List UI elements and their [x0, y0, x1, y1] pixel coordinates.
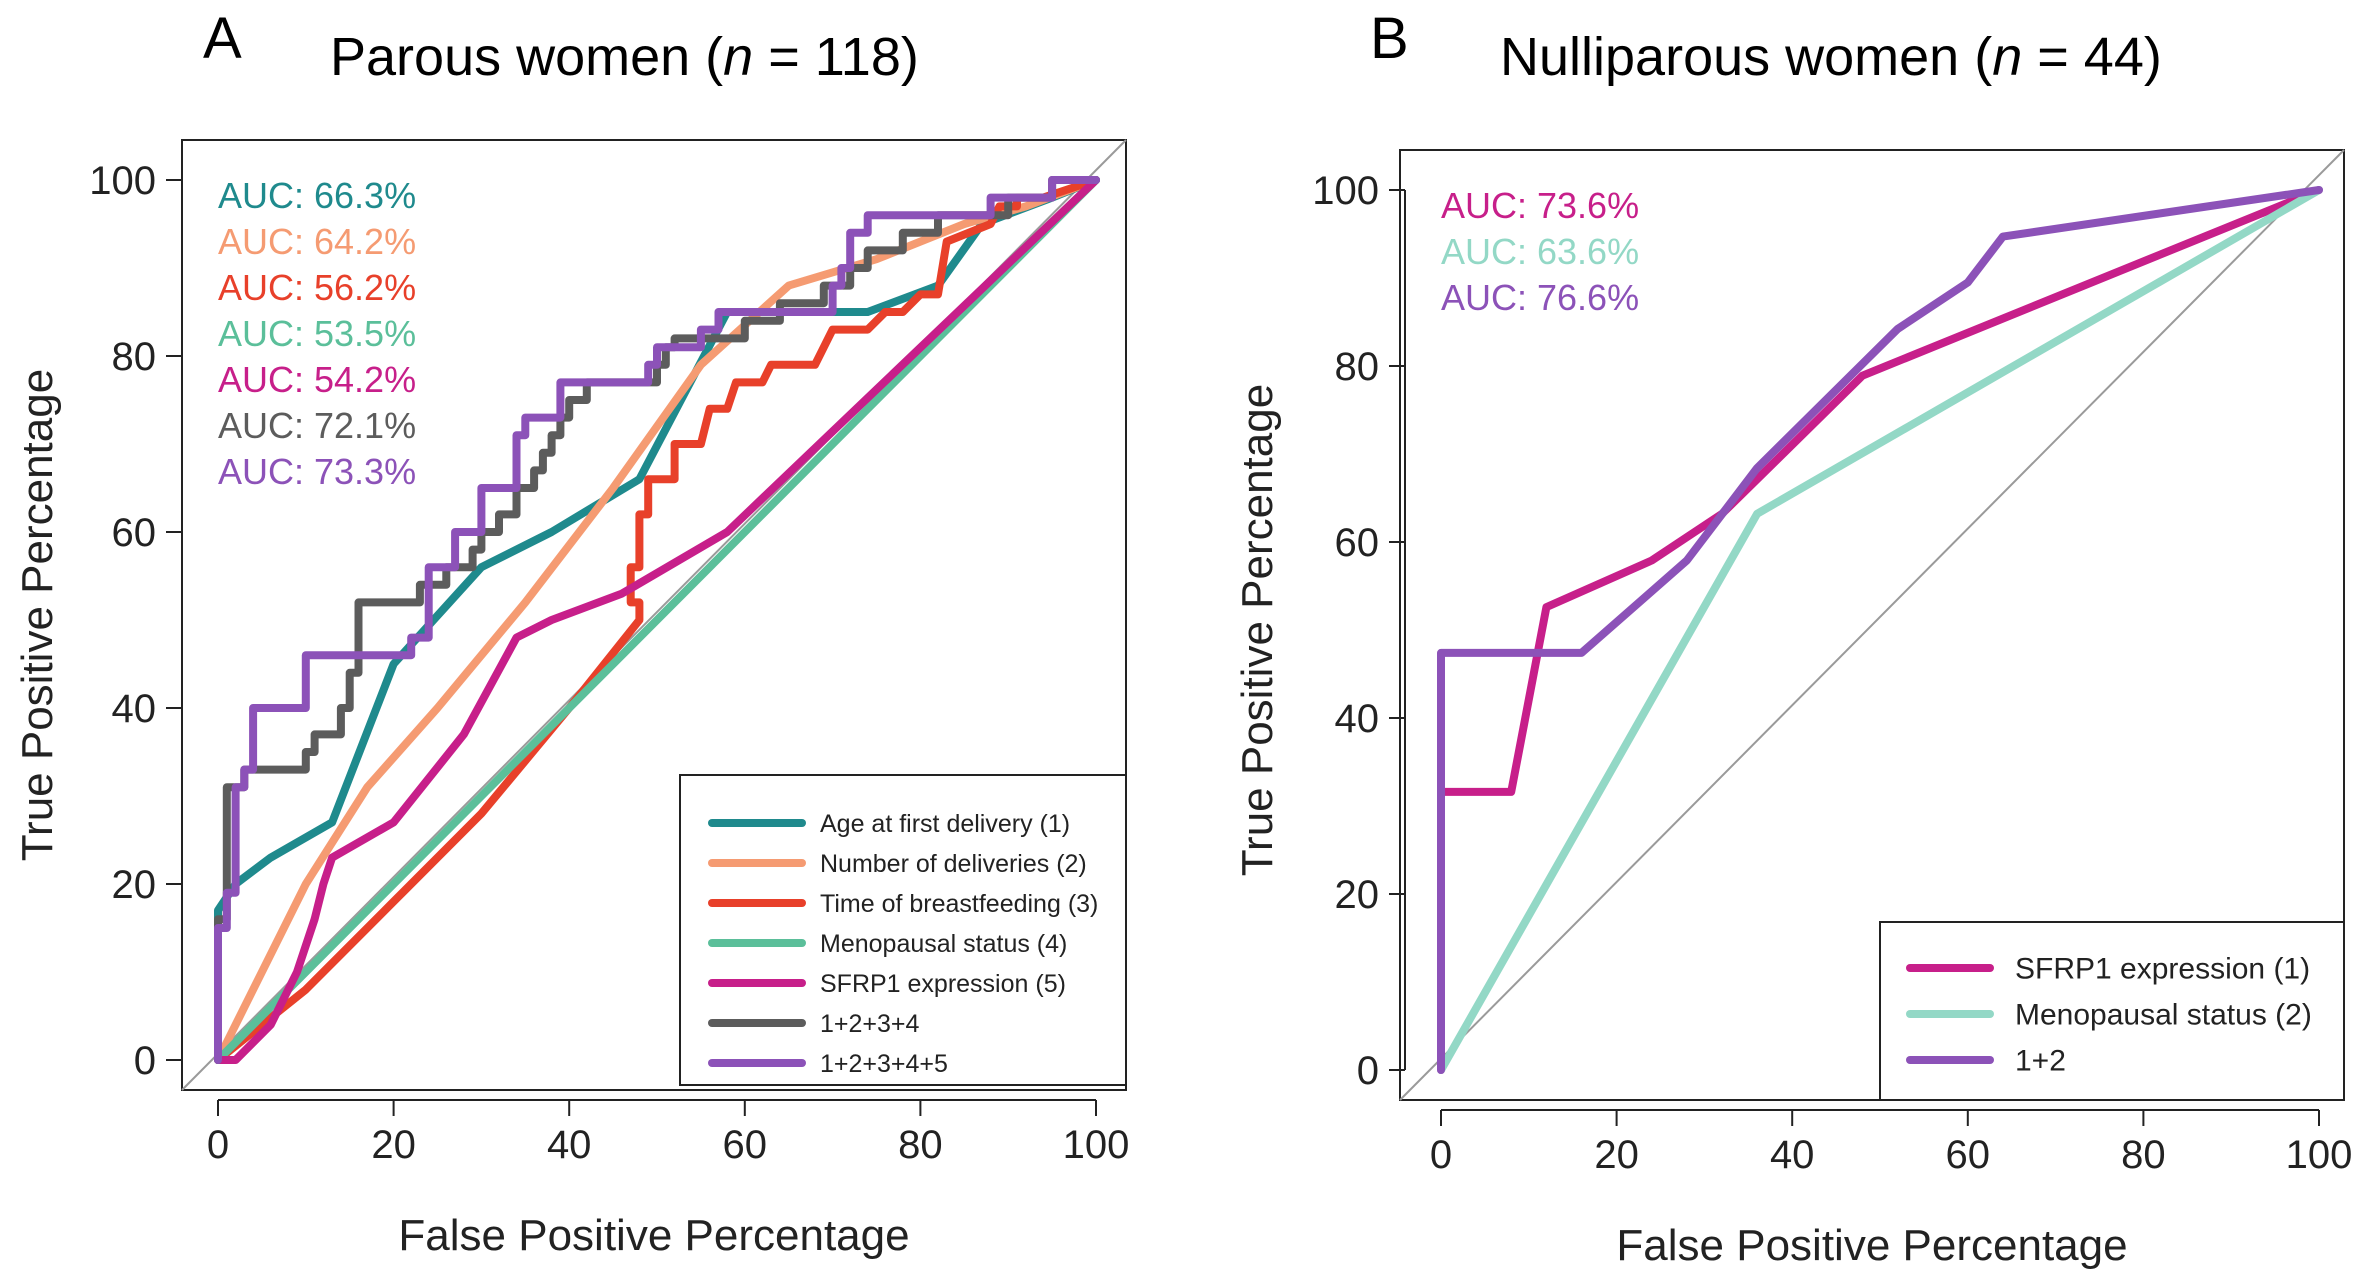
panel-b-legend: SFRP1 expression (1) Menopausal status (2…	[1906, 953, 2312, 1078]
y-tick-label: 100	[89, 159, 156, 203]
legend-label-1: Age at first delivery (1)	[820, 810, 1070, 838]
y-tick-label: 20	[1335, 873, 1380, 917]
panel-b-x-axis: 0 20 40 60 80 100	[1430, 1109, 2353, 1177]
roc-curve-2	[214, 176, 1100, 1064]
legend-label-1: SFRP1 expression (1)	[2015, 953, 2310, 986]
auc-label-1: AUC: 73.6%	[1441, 185, 1639, 226]
panel-b-reference-diagonal	[1399, 149, 2345, 1101]
auc-label-5: AUC: 54.2%	[218, 359, 416, 400]
legend-label-3: 1+2	[2015, 1045, 2066, 1078]
panel-b-title-text: Nulliparous women (	[1500, 27, 1992, 87]
y-tick-label: 60	[1335, 521, 1380, 565]
legend-label-7: 1+2+3+4+5	[820, 1050, 948, 1078]
y-tick-label: 80	[112, 335, 157, 379]
panel-a-x-axis-label: False Positive Percentage	[398, 1211, 909, 1260]
panel-b-series	[1437, 186, 2323, 1074]
y-tick-label: 40	[1335, 697, 1380, 741]
x-tick-label: 20	[371, 1123, 416, 1167]
panel-a-series	[214, 176, 1100, 1064]
x-tick-label: 60	[1946, 1133, 1991, 1177]
panel-a-y-axis: 0 20 40 60 80 100	[89, 159, 183, 1083]
auc-label-6: AUC: 72.1%	[218, 405, 416, 446]
panel-a-title-text: Parous women (	[330, 27, 723, 87]
x-tick-label: 80	[2121, 1133, 2166, 1177]
panel-a-legend: Age at first delivery (1) Number of deliv…	[708, 810, 1098, 1078]
y-tick-label: 60	[112, 511, 157, 555]
panel-b-plot-frame	[1399, 149, 2345, 1101]
legend-label-3: Time of breastfeeding (3)	[820, 890, 1098, 918]
reference-diagonal-line	[1399, 149, 2345, 1101]
panel-b-title: Nulliparous women (n = 44)	[1500, 27, 2162, 87]
auc-label-4: AUC: 53.5%	[218, 313, 416, 354]
auc-label-3: AUC: 76.6%	[1441, 277, 1639, 318]
panel-a-title-suffix: = 118)	[753, 27, 919, 87]
roc-curve-6	[214, 176, 1100, 1064]
roc-curve-7	[214, 176, 1100, 1064]
panel-b-title-suffix: = 44)	[2022, 27, 2162, 87]
auc-label-2: AUC: 64.2%	[218, 221, 416, 262]
panel-a-title: Parous women (n = 118)	[330, 27, 919, 87]
x-tick-label: 40	[547, 1123, 592, 1167]
roc-curve-3	[214, 176, 1100, 1064]
x-tick-label: 100	[1063, 1123, 1130, 1167]
panel-b-y-axis: 0 20 40 60 80 100	[1312, 169, 1406, 1093]
legend-label-5: SFRP1 expression (5)	[820, 970, 1066, 998]
panel-b-auc-labels: AUC: 73.6% AUC: 63.6% AUC: 76.6%	[1441, 185, 1639, 318]
x-tick-label: 20	[1594, 1133, 1639, 1177]
y-tick-label: 80	[1335, 345, 1380, 389]
panel-a-x-axis: 0 20 40 60 80 100	[207, 1099, 1130, 1167]
panel-b-y-axis-label: True Positive Percentage	[1233, 384, 1282, 876]
y-tick-label: 20	[112, 863, 157, 907]
y-tick-label: 40	[112, 687, 157, 731]
panel-a-y-axis-label: True Positive Percentage	[13, 369, 62, 861]
panel-a-title-n: n	[723, 27, 753, 87]
legend-label-2: Number of deliveries (2)	[820, 850, 1087, 878]
y-tick-label: 100	[1312, 169, 1379, 213]
x-tick-label: 100	[2286, 1133, 2353, 1177]
panel-a-auc-labels: AUC: 66.3% AUC: 64.2% AUC: 56.2% AUC: 53.5%…	[218, 175, 416, 492]
panel-b-title-n: n	[1992, 27, 2022, 87]
legend-label-4: Menopausal status (4)	[820, 930, 1067, 958]
roc-curve-1	[1437, 186, 2323, 1074]
auc-label-3: AUC: 56.2%	[218, 267, 416, 308]
y-tick-label: 0	[1357, 1049, 1379, 1093]
x-tick-label: 0	[207, 1123, 229, 1167]
panel-b: B Nulliparous women (n = 44) 0 20 40 60 80 10…	[1233, 6, 2352, 1270]
auc-label-1: AUC: 66.3%	[218, 175, 416, 216]
x-tick-label: 80	[898, 1123, 943, 1167]
x-tick-label: 0	[1430, 1133, 1452, 1177]
panel-a-label: A	[203, 6, 242, 71]
roc-curve-2	[1437, 186, 2323, 1074]
legend-label-2: Menopausal status (2)	[2015, 999, 2312, 1032]
panel-b-label: B	[1370, 6, 1409, 71]
y-tick-label: 0	[134, 1039, 156, 1083]
x-tick-label: 60	[723, 1123, 768, 1167]
x-tick-label: 40	[1770, 1133, 1815, 1177]
roc-curve-4	[214, 176, 1100, 1064]
roc-curve-3	[1437, 186, 2323, 1074]
panel-b-x-axis-label: False Positive Percentage	[1616, 1221, 2127, 1270]
panel-a: A Parous women (n = 118) 0 20 40 60 80 100 0 2…	[13, 6, 1129, 1260]
roc-curve-5	[214, 176, 1100, 1064]
legend-label-6: 1+2+3+4	[820, 1010, 920, 1038]
auc-label-2: AUC: 63.6%	[1441, 231, 1639, 272]
auc-label-7: AUC: 73.3%	[218, 451, 416, 492]
